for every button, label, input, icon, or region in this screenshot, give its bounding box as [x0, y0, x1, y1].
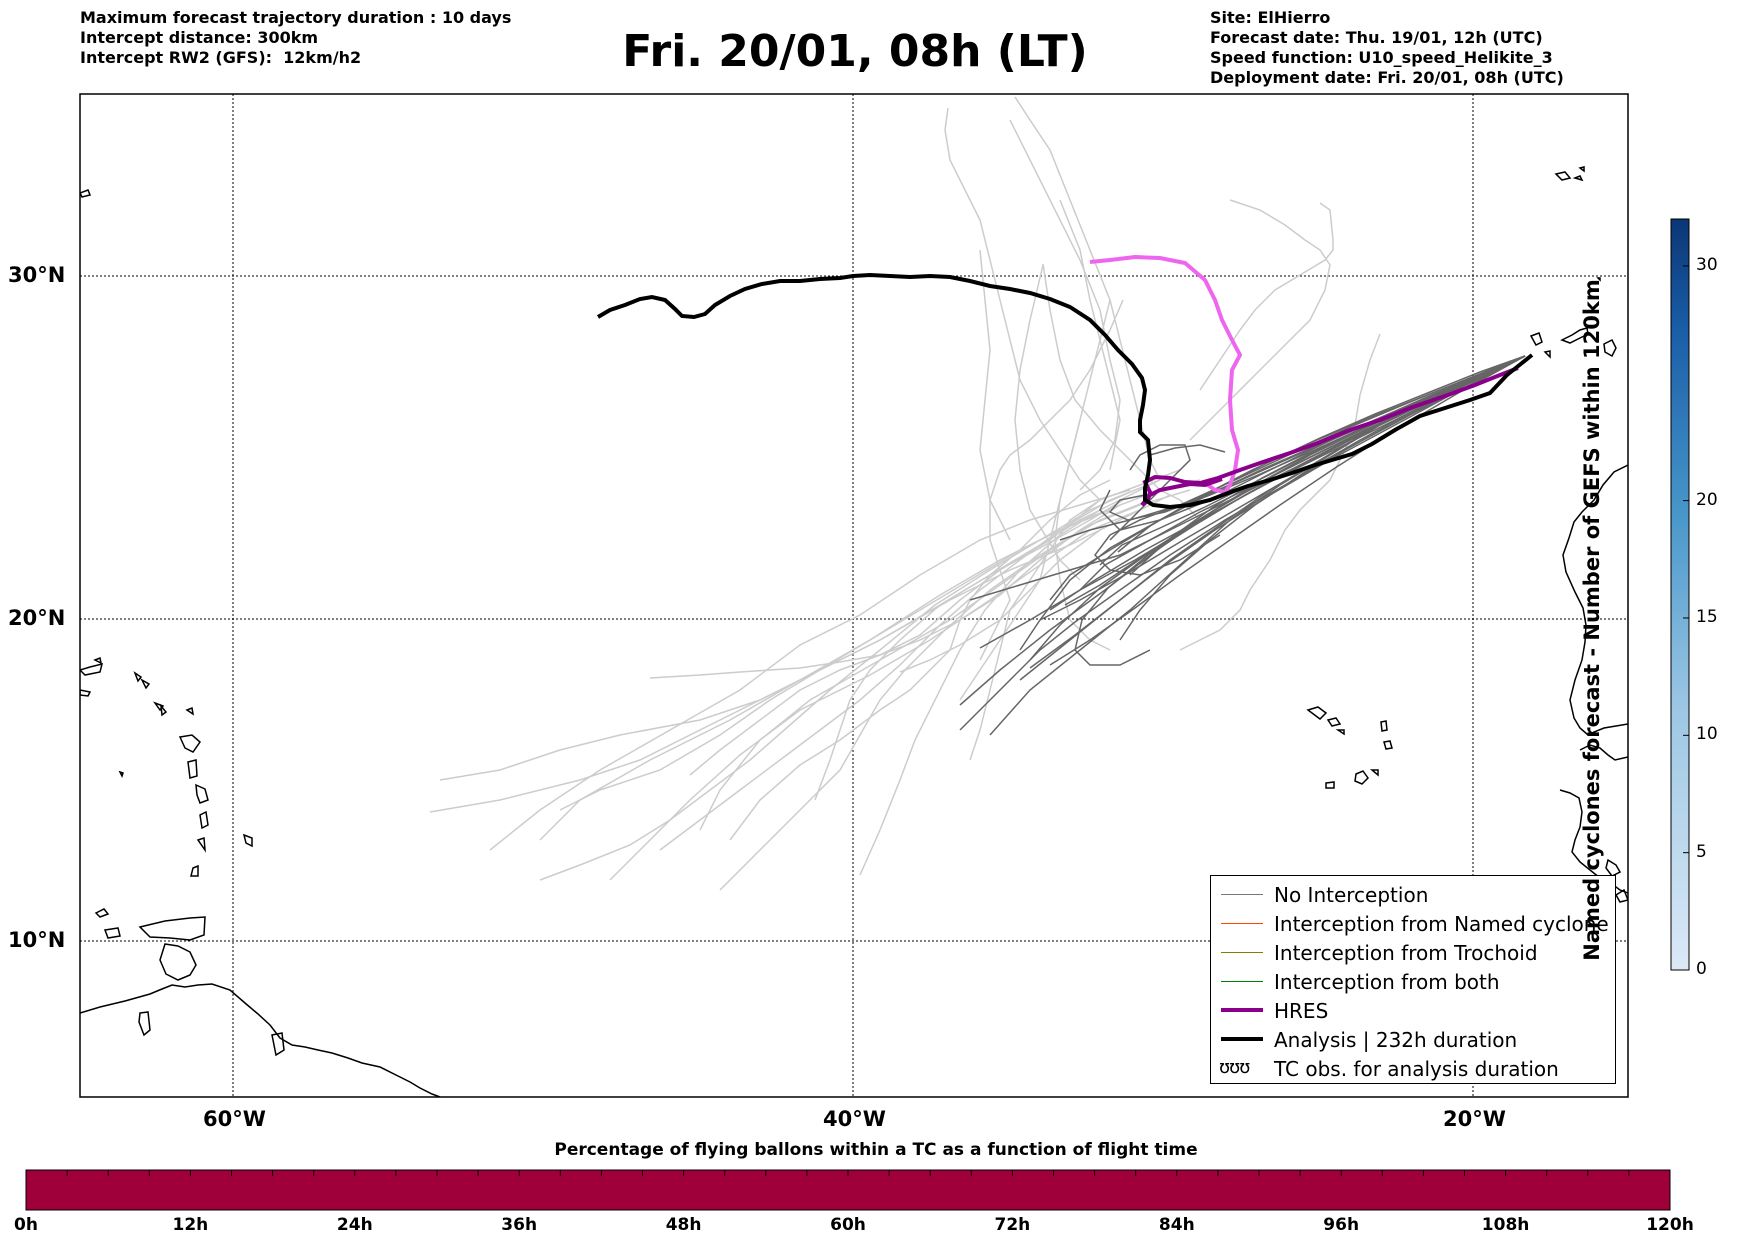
map-legend: No Interception Interception from Named …: [1210, 875, 1616, 1084]
legend-label: Interception from both: [1274, 970, 1500, 994]
forecast-date-text: Forecast date: Thu. 19/01, 12h (UTC): [1210, 28, 1543, 47]
map-title: Fri. 20/01, 08h (LT): [622, 26, 1088, 77]
cyclone-colorbar: [1670, 218, 1690, 971]
legend-swatch: [1221, 981, 1263, 982]
intercept-distance-text: Intercept distance: 300km: [80, 28, 319, 47]
time-bar-tick-label: 84h: [1158, 1215, 1195, 1235]
lat-label-30n: 30°N: [8, 263, 66, 287]
site-text: Site: ElHierro: [1210, 8, 1331, 27]
legend-item-tc-obs: ʊʊʊ TC obs. for analysis duration: [1211, 1054, 1615, 1083]
legend-label: Analysis | 232h duration: [1274, 1028, 1518, 1052]
lon-label-40w: 40°W: [823, 1107, 886, 1131]
time-bar-tick-label: 96h: [1323, 1215, 1360, 1235]
hres-extension-track: [1089, 254, 1243, 495]
legend-swatch: [1221, 894, 1263, 895]
deployment-date-text: Deployment date: Fri. 20/01, 08h (UTC): [1210, 68, 1564, 87]
time-bar-tick-label: 24h: [336, 1215, 373, 1235]
tc-symbol-icon: ʊʊʊ: [1219, 1057, 1250, 1078]
lat-label-10n: 10°N: [8, 928, 66, 952]
lat-label-20n: 20°N: [8, 606, 66, 630]
coastlines: [80, 166, 1628, 1097]
time-bar-tick-label: 72h: [994, 1215, 1031, 1235]
africa-coast: [1562, 464, 1628, 736]
time-bar-tick-label: 0h: [14, 1215, 38, 1235]
colorbar-tick-label: 10: [1696, 724, 1718, 745]
legend-swatch: [1221, 1008, 1263, 1012]
lon-label-60w: 60°W: [203, 1107, 266, 1131]
colorbar-tick-label: 5: [1696, 841, 1707, 862]
time-bar-title: Percentage of flying ballons within a TC…: [554, 1140, 1198, 1160]
legend-item-trochoid: Interception from Trochoid: [1211, 938, 1615, 967]
legend-label: No Interception: [1274, 883, 1429, 907]
time-bar-tick-label: 60h: [830, 1215, 866, 1235]
legend-swatch: [1221, 952, 1263, 953]
time-percentage-bar: [25, 1169, 1671, 1211]
early-ensemble-tracks: [429, 96, 1381, 891]
colorbar-tick-label: 0: [1696, 959, 1707, 979]
time-bar-tick-label: 48h: [665, 1215, 702, 1235]
time-bar-tick-label: 108h: [1481, 1215, 1530, 1235]
intercept-rw2-text: Intercept RW2 (GFS): 12km/h2: [80, 48, 362, 67]
legend-item-both: Interception from both: [1211, 967, 1615, 996]
legend-item-named-cyclone: Interception from Named cyclone: [1211, 909, 1615, 938]
time-bar-tick-label: 12h: [172, 1215, 209, 1235]
colorbar-title: Named cyclones forecast - Number of GEFS…: [1580, 279, 1604, 961]
south-america-coast: [80, 983, 441, 1097]
colorbar-tick-label: 30: [1696, 254, 1718, 275]
analysis-track: [596, 272, 1534, 510]
colorbar-tick-label: 20: [1696, 489, 1718, 510]
legend-label: Interception from Named cyclone: [1274, 912, 1609, 936]
legend-swatch: [1221, 1037, 1263, 1041]
lon-label-20w: 20°W: [1443, 1107, 1506, 1131]
legend-swatch: [1221, 923, 1263, 924]
legend-item-hres: HRES: [1211, 996, 1615, 1025]
hres-track: [1140, 366, 1519, 507]
legend-label: Interception from Trochoid: [1274, 941, 1538, 965]
time-bar-tick-label: 36h: [501, 1215, 538, 1235]
trajectory-duration-text: Maximum forecast trajectory duration : 1…: [80, 8, 512, 27]
legend-item-analysis: Analysis | 232h duration: [1211, 1025, 1615, 1054]
legend-item-no-interception: No Interception: [1211, 880, 1615, 909]
legend-label: TC obs. for analysis duration: [1274, 1057, 1559, 1081]
speed-function-text: Speed function: U10_speed_Helikite_3: [1210, 48, 1553, 67]
colorbar-tick-label: 15: [1696, 606, 1718, 627]
legend-label: HRES: [1274, 999, 1329, 1023]
time-bar-tick-label: 120h: [1646, 1215, 1694, 1235]
map-frame: [79, 93, 1629, 1098]
